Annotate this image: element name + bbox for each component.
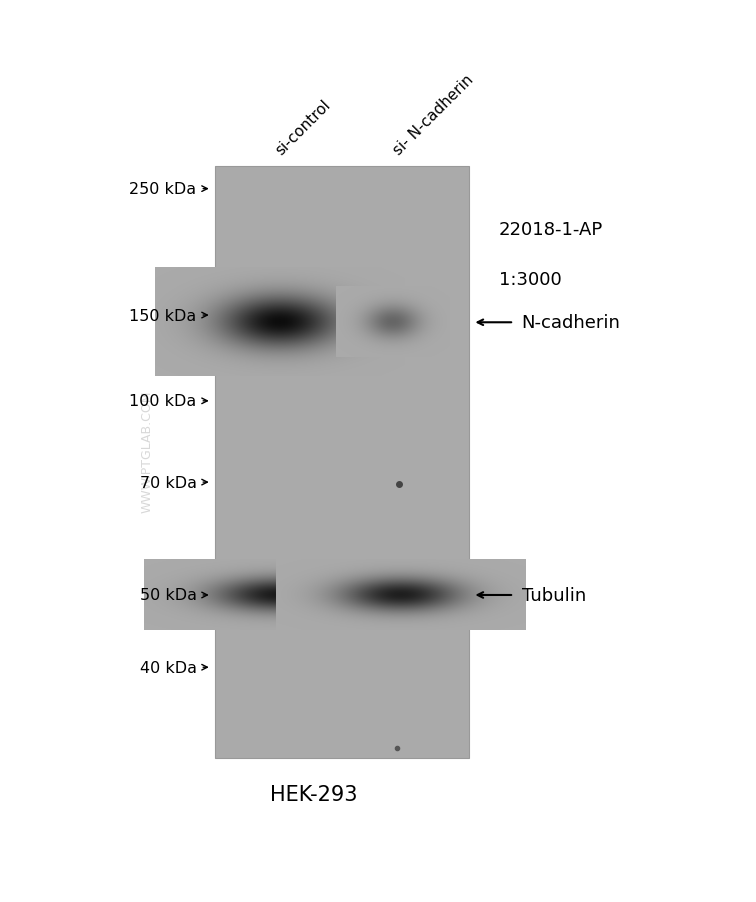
- Text: 70 kDa: 70 kDa: [140, 475, 197, 490]
- Text: 50 kDa: 50 kDa: [140, 588, 197, 603]
- Text: WWW.PTGLAB.COM: WWW.PTGLAB.COM: [141, 390, 154, 512]
- Text: N-cadherin: N-cadherin: [522, 314, 621, 332]
- Text: 1:3000: 1:3000: [499, 271, 562, 289]
- Text: 150 kDa: 150 kDa: [129, 308, 197, 323]
- Text: si-control: si-control: [273, 97, 333, 158]
- Text: Tubulin: Tubulin: [522, 586, 586, 604]
- Text: 22018-1-AP: 22018-1-AP: [499, 221, 603, 239]
- Text: HEK-293: HEK-293: [270, 784, 358, 804]
- Bar: [215, 167, 469, 758]
- Text: si- N-cadherin: si- N-cadherin: [390, 72, 476, 158]
- Text: 250 kDa: 250 kDa: [129, 182, 197, 197]
- Text: 40 kDa: 40 kDa: [140, 660, 197, 675]
- Text: 100 kDa: 100 kDa: [129, 394, 197, 409]
